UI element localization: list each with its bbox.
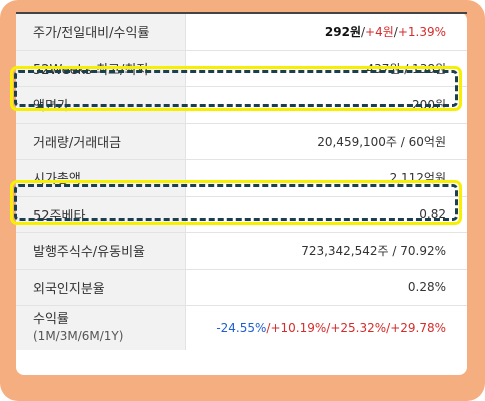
value-volume: 20,459,100주 / 60억원 bbox=[317, 134, 446, 149]
row-market-cap: 시가총액 2,112억원 bbox=[16, 160, 467, 197]
row-price: 주가/전일대비/수익률 292원 / +4원 / +1.39% bbox=[16, 14, 467, 51]
return-6m: +25.32% bbox=[330, 321, 387, 335]
value-shares: 723,342,542주 / 70.92% bbox=[301, 244, 446, 259]
value-foreign: 0.28% bbox=[407, 280, 446, 295]
row-shares: 발행주식수/유동비율 723,342,542주 / 70.92% bbox=[16, 233, 467, 270]
separator: / bbox=[360, 24, 366, 39]
row-52week: 52Weeks 최고/최저 437원 / 138원 bbox=[16, 50, 467, 87]
value-face-value: 200원 bbox=[412, 98, 446, 113]
return-3m: +10.19% bbox=[270, 321, 327, 335]
return-1m: -24.55% bbox=[216, 321, 267, 335]
label-returns-periods: (1M/3M/6M/1Y) bbox=[33, 329, 124, 343]
row-beta: 52주베타 0.82 bbox=[16, 196, 467, 233]
value-market-cap: 2,112억원 bbox=[389, 171, 446, 186]
slash: / bbox=[266, 321, 271, 335]
value-price: 292원 / +4원 / +1.39% bbox=[186, 14, 467, 50]
label-beta: 52주베타 bbox=[16, 196, 186, 232]
current-price: 292원 bbox=[324, 25, 361, 40]
slash: / bbox=[386, 321, 391, 335]
slash: / bbox=[326, 321, 331, 335]
label-foreign: 외국인지분율 bbox=[16, 269, 186, 305]
row-volume: 거래량/거래대금 20,459,100주 / 60억원 bbox=[16, 123, 467, 160]
label-52week: 52Weeks 최고/최저 bbox=[16, 50, 186, 86]
value-returns: -24.55% / +10.19% / +25.32% / +29.78% bbox=[186, 306, 467, 350]
row-face-value: 액면가 200원 bbox=[16, 87, 467, 124]
label-price: 주가/전일대비/수익률 bbox=[16, 14, 186, 50]
label-volume: 거래량/거래대금 bbox=[16, 123, 186, 159]
value-beta: 0.82 bbox=[419, 207, 446, 222]
label-market-cap: 시가총액 bbox=[16, 160, 186, 196]
return-1y: +29.78% bbox=[390, 321, 446, 335]
row-returns: 수익률 (1M/3M/6M/1Y) -24.55% / +10.19% / +2… bbox=[16, 306, 467, 350]
separator: / bbox=[393, 24, 398, 39]
value-52week: 437원 / 138원 bbox=[366, 61, 446, 76]
price-change: +4원 bbox=[365, 25, 394, 40]
label-returns-title: 수익률 bbox=[33, 312, 69, 327]
stock-info-table: 주가/전일대비/수익률 292원 / +4원 / +1.39% 52Weeks … bbox=[16, 12, 467, 350]
price-change-rate: +1.39% bbox=[397, 24, 446, 39]
label-shares: 발행주식수/유동비율 bbox=[16, 233, 186, 269]
row-foreign: 외국인지분율 0.28% bbox=[16, 269, 467, 306]
label-returns: 수익률 (1M/3M/6M/1Y) bbox=[16, 306, 186, 350]
label-face-value: 액면가 bbox=[16, 87, 186, 123]
